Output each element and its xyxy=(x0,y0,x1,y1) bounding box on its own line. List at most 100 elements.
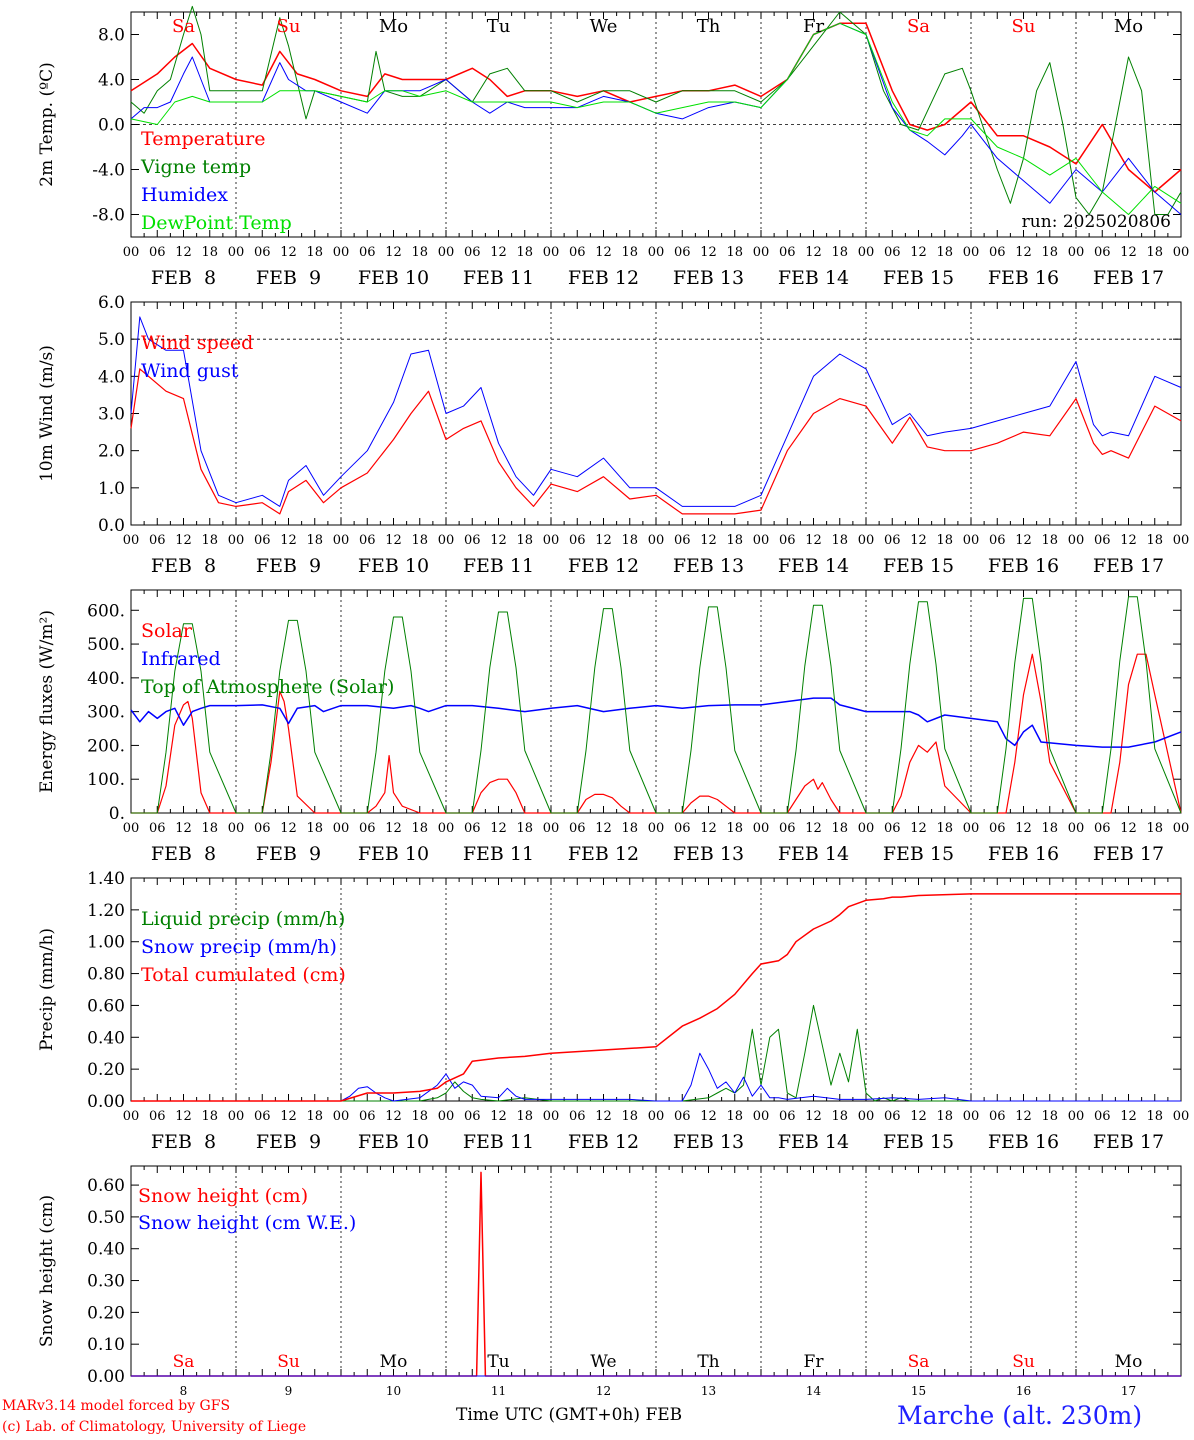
day-name-label: Sa xyxy=(907,16,930,37)
hour-tick-label: 12 xyxy=(700,533,717,548)
hour-tick-label: 12 xyxy=(280,533,297,548)
day-name-label: Su xyxy=(1012,16,1036,37)
y-tick-label: 0.0 xyxy=(98,116,125,136)
hour-tick-label: 06 xyxy=(779,821,796,836)
station-label: Marche (alt. 230m) xyxy=(897,1401,1143,1430)
hour-tick-label: 00 xyxy=(438,533,455,548)
hour-tick-label: 18 xyxy=(621,1109,638,1124)
model-credit: MARv3.14 model forced by GFS xyxy=(2,1398,231,1414)
hour-tick-label: 06 xyxy=(1094,533,1111,548)
hour-tick-label: 12 xyxy=(910,533,927,548)
hour-tick-label: 06 xyxy=(674,1109,691,1124)
hour-tick-label: 00 xyxy=(228,533,245,548)
hour-tick-label: 12 xyxy=(490,1109,507,1124)
hour-tick-label: 18 xyxy=(831,245,848,260)
hour-tick-label: 18 xyxy=(1146,1109,1163,1124)
hour-tick-label: 06 xyxy=(989,1109,1006,1124)
hour-tick-label: 12 xyxy=(280,1109,297,1124)
hour-tick-label: 12 xyxy=(805,1109,822,1124)
run-annotation: run: 2025020806 xyxy=(1022,212,1171,232)
hour-tick-label: 12 xyxy=(490,533,507,548)
hour-tick-label: 06 xyxy=(884,1109,901,1124)
day-number-label: 10 xyxy=(386,1384,401,1398)
hour-tick-label: 12 xyxy=(700,821,717,836)
hour-tick-label: 18 xyxy=(936,533,953,548)
hour-tick-label: 18 xyxy=(1041,821,1058,836)
hour-tick-label: 18 xyxy=(831,821,848,836)
hour-tick-label: 18 xyxy=(411,533,428,548)
hour-tick-label: 18 xyxy=(621,533,638,548)
y-tick-label: 0.40 xyxy=(87,1028,125,1048)
hour-tick-label: 00 xyxy=(1068,245,1085,260)
y-tick-label: 5.0 xyxy=(98,330,125,350)
hour-tick-label: 18 xyxy=(831,533,848,548)
y-axis-title: Precip (mm/h) xyxy=(37,928,57,1051)
hour-tick-label: 06 xyxy=(1094,1109,1111,1124)
date-label: FEB 14 xyxy=(778,843,849,865)
hour-tick-label: 06 xyxy=(989,821,1006,836)
hour-tick-label: 00 xyxy=(963,245,980,260)
hour-tick-label: 00 xyxy=(1068,533,1085,548)
hour-tick-label: 18 xyxy=(306,821,323,836)
hour-tick-label: 00 xyxy=(858,533,875,548)
hour-tick-label: 00 xyxy=(648,533,665,548)
hour-tick-label: 18 xyxy=(201,245,218,260)
date-label: FEB 12 xyxy=(568,267,639,289)
hour-tick-label: 06 xyxy=(779,245,796,260)
hour-tick-label: 18 xyxy=(726,245,743,260)
y-tick-label: 200. xyxy=(87,736,125,756)
hour-tick-label: 12 xyxy=(910,1109,927,1124)
hour-tick-label: 00 xyxy=(123,821,140,836)
hour-tick-label: 12 xyxy=(910,821,927,836)
day-name-label: Sa xyxy=(172,16,195,37)
y-tick-label: 0.40 xyxy=(87,1240,125,1260)
panel-temp: -8.0 -4.0 0.0 4.0 8.0 2m Temp. (ºC) Temperatur… xyxy=(37,5,1189,289)
hour-tick-label: 18 xyxy=(201,821,218,836)
day-name-label: Th xyxy=(697,16,721,37)
hour-tick-label: 00 xyxy=(753,533,770,548)
hour-tick-label: 06 xyxy=(254,245,271,260)
time-axis-label: Time UTC (GMT+0h) FEB xyxy=(456,1405,683,1425)
legend-entry: Snow height (cm W.E.) xyxy=(138,1212,356,1234)
y-tick-label: -8.0 xyxy=(92,206,125,226)
hour-tick-label: 12 xyxy=(280,245,297,260)
date-label: FEB 16 xyxy=(988,267,1059,289)
y-tick-label: 4.0 xyxy=(98,71,125,91)
hour-tick-label: 06 xyxy=(779,1109,796,1124)
y-tick-label: 1.0 xyxy=(98,479,125,499)
y-tick-label: 0.0 xyxy=(98,516,125,536)
date-label: FEB 16 xyxy=(988,843,1059,865)
day-name-label: Mo xyxy=(380,1352,408,1372)
hour-tick-label: 00 xyxy=(228,1109,245,1124)
hour-tick-label: 00 xyxy=(858,821,875,836)
hour-tick-label: 06 xyxy=(254,1109,271,1124)
hour-tick-label: 12 xyxy=(1015,821,1032,836)
hour-tick-label: 06 xyxy=(569,821,586,836)
hour-tick-label: 06 xyxy=(1094,821,1111,836)
panel-wind: 0.0 1.0 2.0 3.0 4.0 5.0 6.0 10m Wind (m/s) Wind … xyxy=(37,293,1189,577)
day-name-label: Mo xyxy=(1114,16,1143,37)
legend-entry: Temperature xyxy=(141,128,265,150)
day-name-label: Th xyxy=(697,1352,719,1372)
legend-entry: Solar xyxy=(141,620,193,642)
y-tick-label: 0.20 xyxy=(87,1060,125,1080)
legend-entry: Top of Atmosphere (Solar) xyxy=(141,676,394,698)
hour-tick-label: 00 xyxy=(648,1109,665,1124)
hour-tick-label: 12 xyxy=(1120,1109,1137,1124)
series-wind-speed xyxy=(130,368,1182,515)
date-label: FEB 8 xyxy=(151,267,216,289)
hour-tick-label: 12 xyxy=(805,533,822,548)
hour-tick-label: 00 xyxy=(228,245,245,260)
date-label: FEB 13 xyxy=(673,555,744,577)
date-label: FEB 10 xyxy=(358,1131,429,1153)
hour-tick-label: 06 xyxy=(989,533,1006,548)
y-tick-label: 1.20 xyxy=(87,901,125,921)
hour-tick-label: 06 xyxy=(1094,245,1111,260)
day-name-label: Su xyxy=(1012,1352,1035,1372)
hour-tick-label: 06 xyxy=(884,533,901,548)
hour-tick-label: 00 xyxy=(963,533,980,548)
hour-tick-label: 18 xyxy=(1041,1109,1058,1124)
date-label: FEB 11 xyxy=(463,843,534,865)
